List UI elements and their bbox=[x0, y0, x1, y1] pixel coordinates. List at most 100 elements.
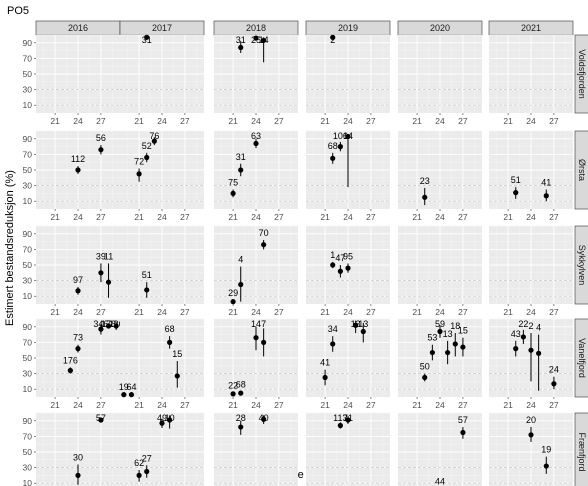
data-point bbox=[261, 339, 267, 345]
data-label: 29 bbox=[228, 288, 238, 298]
x-tick-label: 21 bbox=[503, 400, 513, 410]
x-tick-label: 24 bbox=[526, 116, 536, 126]
y-tick-label: 10 bbox=[23, 291, 33, 301]
column-strip-2020: 2020 bbox=[397, 20, 483, 36]
y-tick-label: 30 bbox=[23, 181, 33, 191]
data-point bbox=[422, 194, 428, 200]
x-tick-label: 27 bbox=[96, 307, 106, 317]
data-label: 19 bbox=[119, 382, 129, 392]
data-point bbox=[75, 472, 81, 478]
data-point bbox=[113, 323, 119, 329]
row-strip-label: Voldsfjorden bbox=[577, 49, 587, 99]
facet-panel-2021-2 bbox=[489, 225, 573, 304]
data-label: 52 bbox=[142, 141, 152, 151]
x-tick-label: 21 bbox=[503, 212, 513, 222]
column-strip-2016: 2016 bbox=[35, 20, 121, 36]
data-point bbox=[174, 373, 180, 379]
data-point bbox=[136, 472, 142, 478]
y-tick-label: 90 bbox=[23, 229, 33, 239]
data-point bbox=[513, 346, 519, 352]
data-point bbox=[429, 349, 435, 356]
data-point bbox=[337, 422, 343, 429]
x-tick-label: 27 bbox=[180, 116, 190, 126]
data-label: 10 bbox=[165, 413, 175, 423]
x-tick-label: 27 bbox=[274, 212, 284, 222]
x-tick-label: 24 bbox=[435, 212, 445, 222]
data-label: 106 bbox=[333, 131, 348, 141]
y-tick-label: 70 bbox=[23, 337, 33, 347]
data-label: 30 bbox=[73, 452, 83, 462]
facet-panel-2017-2: 51 bbox=[120, 225, 204, 304]
data-label: 126 bbox=[109, 319, 124, 329]
y-tick-label: 30 bbox=[23, 85, 33, 95]
y-tick-label: 50 bbox=[23, 447, 33, 457]
facet-panel-2020-1: 23 bbox=[398, 130, 482, 209]
column-strip-2019: 2019 bbox=[305, 20, 391, 36]
column-strip-2018: 2018 bbox=[213, 20, 299, 36]
data-point bbox=[167, 339, 173, 345]
data-label: 40 bbox=[259, 413, 269, 423]
data-point bbox=[353, 322, 359, 328]
facet-panel-2020-2 bbox=[398, 225, 482, 304]
x-tick-label: 27 bbox=[180, 212, 190, 222]
data-label: 47 bbox=[335, 253, 345, 263]
data-point bbox=[144, 468, 150, 475]
x-tick-label: 27 bbox=[458, 307, 468, 317]
x-tick-label: 21 bbox=[412, 116, 422, 126]
x-tick-label: 21 bbox=[412, 212, 422, 222]
y-tick-label: 50 bbox=[23, 260, 33, 270]
x-tick-label: 24 bbox=[251, 400, 261, 410]
x-tick-label: 21 bbox=[50, 116, 60, 126]
data-label: 50 bbox=[420, 362, 430, 372]
data-label: 39 bbox=[96, 251, 106, 261]
y-tick-label: 30 bbox=[23, 369, 33, 379]
x-tick-label: 27 bbox=[180, 307, 190, 317]
data-point bbox=[330, 155, 336, 161]
facet-panel-2020-4: 44 57 bbox=[398, 412, 482, 486]
facet-panel-2016-1: 112 56 bbox=[36, 130, 120, 209]
x-tick-label: 24 bbox=[73, 307, 83, 317]
data-label: 97 bbox=[73, 275, 83, 285]
data-point bbox=[144, 154, 150, 161]
data-point bbox=[144, 287, 150, 293]
y-tick-label: 10 bbox=[23, 478, 33, 486]
x-tick-label: 24 bbox=[435, 400, 445, 410]
row-strip-bg bbox=[574, 225, 588, 305]
x-tick-label: 21 bbox=[320, 212, 330, 222]
x-tick-label: 24 bbox=[251, 307, 261, 317]
y-tick-label: 90 bbox=[23, 416, 33, 426]
x-tick-label: 27 bbox=[180, 400, 190, 410]
x-tick-label: 24 bbox=[435, 116, 445, 126]
data-point bbox=[253, 140, 259, 147]
data-label: 72 bbox=[134, 156, 144, 166]
data-label: 41 bbox=[320, 358, 330, 368]
data-label: 4 bbox=[238, 255, 243, 265]
facet-panel-2021-0 bbox=[489, 34, 573, 113]
data-label: 25 bbox=[251, 35, 261, 45]
data-point bbox=[105, 323, 112, 329]
data-label: 68 bbox=[236, 380, 246, 390]
data-point bbox=[445, 349, 451, 356]
data-point bbox=[261, 242, 267, 248]
data-point bbox=[253, 35, 259, 41]
x-tick-label: 27 bbox=[549, 400, 559, 410]
data-point bbox=[261, 416, 267, 422]
x-tick-label: 21 bbox=[50, 307, 60, 317]
x-tick-label: 21 bbox=[50, 400, 60, 410]
facet-panel-2019-0: 2 bbox=[306, 34, 390, 113]
x-tick-label: 21 bbox=[412, 307, 422, 317]
row-strip-3: Vanelfjord bbox=[574, 318, 588, 398]
data-point bbox=[528, 432, 534, 438]
x-tick-label: 21 bbox=[412, 400, 422, 410]
x-tick-label: 24 bbox=[251, 212, 261, 222]
data-label: 68 bbox=[328, 141, 338, 151]
data-point bbox=[543, 463, 549, 469]
x-tick-label: 27 bbox=[274, 307, 284, 317]
column-strip-label: 2016 bbox=[68, 23, 88, 33]
x-tick-label: 21 bbox=[503, 307, 513, 317]
x-tick-label: 27 bbox=[366, 212, 376, 222]
data-point bbox=[253, 335, 259, 341]
